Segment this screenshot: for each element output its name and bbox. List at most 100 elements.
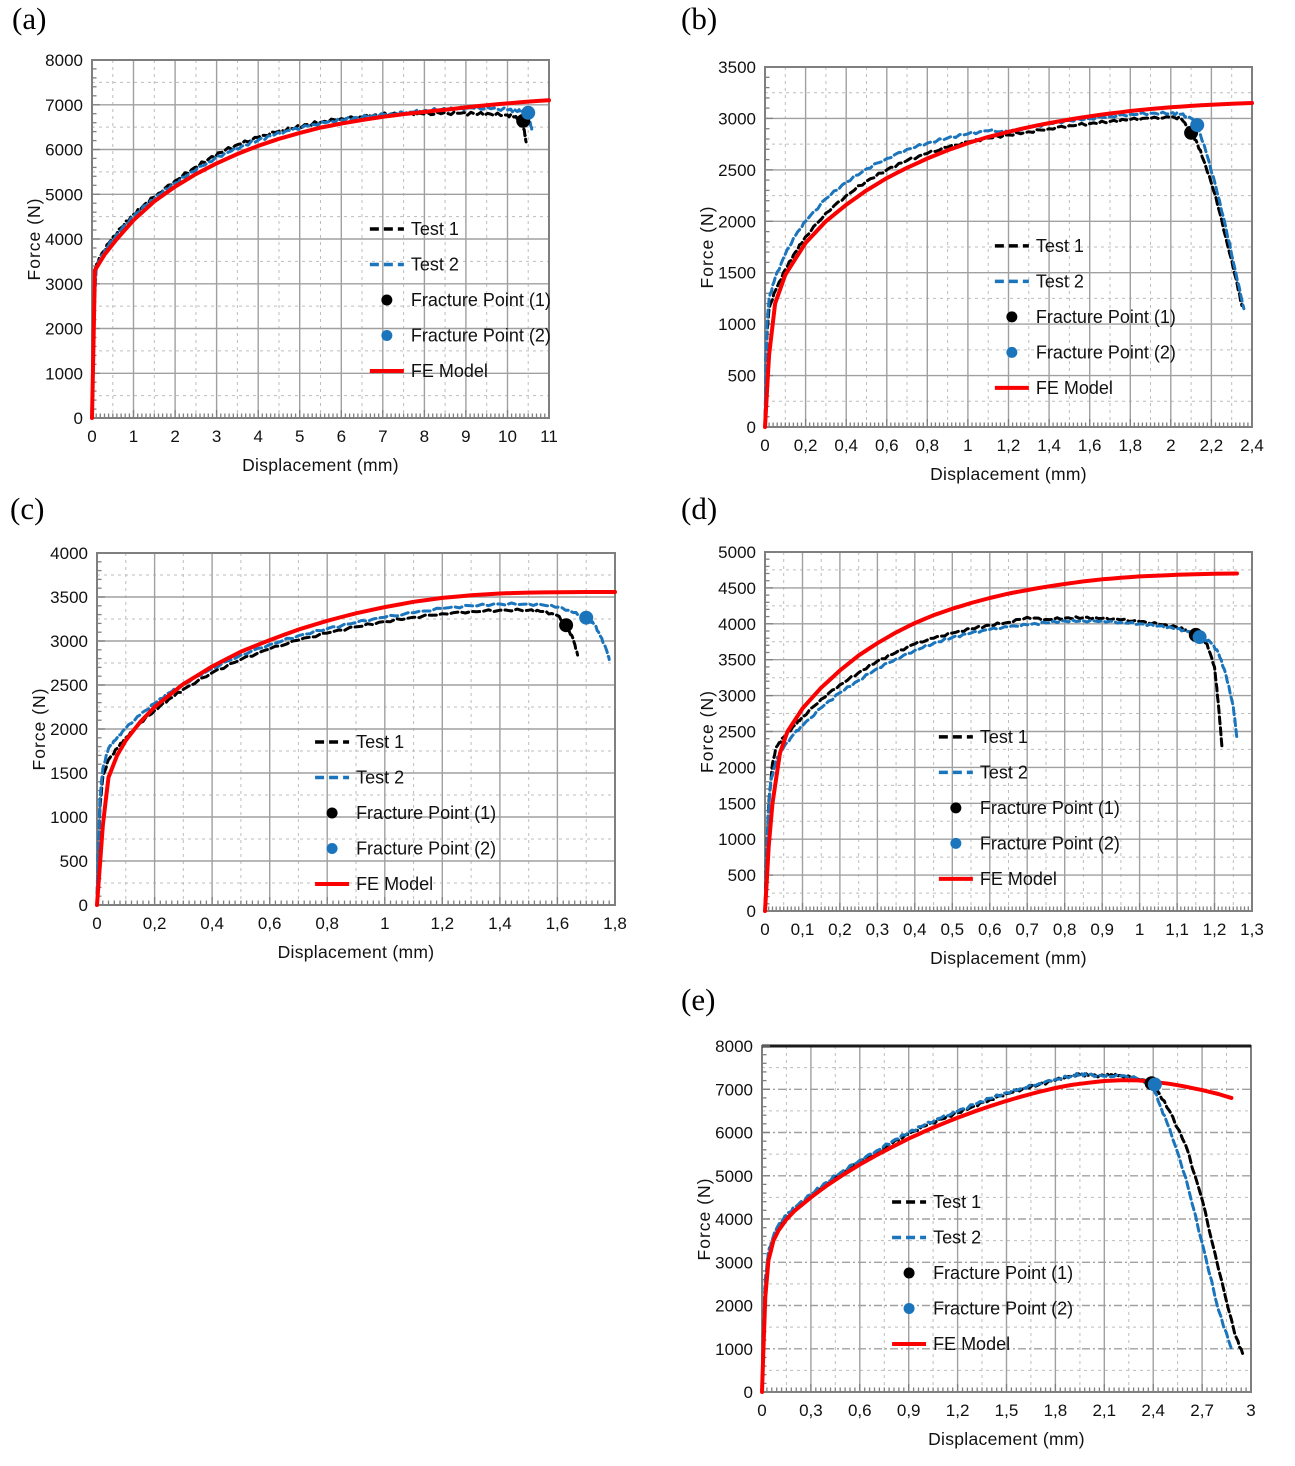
svg-text:5000: 5000: [718, 543, 756, 562]
svg-text:0,6: 0,6: [848, 1401, 872, 1420]
svg-text:1,2: 1,2: [430, 914, 454, 933]
x-tick-labels: 0 0,2 0,4 0,6 0,8 1 1,2 1,4 1,6 1,8: [92, 914, 627, 933]
svg-text:500: 500: [728, 866, 756, 885]
svg-text:4500: 4500: [718, 579, 756, 598]
legend: Test 1 Test 2 Fracture Point (1) Fracture P…: [892, 1192, 1073, 1354]
y-tick-labels: 0 500 1000 1500 2000 2500 3000 3500 4000 4500 5000: [718, 543, 756, 921]
svg-text:1,8: 1,8: [1044, 1401, 1068, 1420]
svg-text:4000: 4000: [50, 544, 88, 563]
svg-text:3500: 3500: [718, 58, 756, 77]
svg-text:0: 0: [747, 902, 756, 921]
svg-text:1000: 1000: [45, 364, 83, 383]
svg-text:0: 0: [79, 896, 88, 915]
svg-text:1: 1: [1135, 920, 1144, 939]
legend-swatch-circle: [381, 329, 393, 341]
tick-marks: [764, 66, 1253, 428]
chart-c: 0 0,2 0,4 0,6 0,8 1 1,2 1,4 1,6 1,8 0 500 1000 1500 20…: [29, 544, 627, 962]
svg-text:5000: 5000: [45, 185, 83, 204]
legend-label: FE Model: [411, 361, 488, 381]
grid-minor: [92, 60, 549, 418]
svg-text:1,4: 1,4: [488, 914, 512, 933]
y-axis-title: Force (N): [29, 688, 49, 771]
svg-text:2,4: 2,4: [1141, 1401, 1165, 1420]
legend-label: Fracture Point (2): [1036, 342, 1176, 362]
legend: Test 1 Test 2 Fracture Point (1) Fracture P…: [315, 732, 496, 894]
svg-text:2,1: 2,1: [1092, 1401, 1116, 1420]
legend-swatch-circle: [1006, 311, 1018, 323]
x-tick-labels: 0 0,1 0,2 0,3 0,4 0,5 0,6 0,7 0,8 0,9 1 1,1 1,2 1,3: [760, 920, 1264, 939]
svg-text:0,8: 0,8: [315, 914, 339, 933]
svg-text:0,3: 0,3: [866, 920, 890, 939]
legend-label: Test 1: [411, 219, 459, 239]
y-axis-title: Force (N): [694, 1178, 714, 1261]
svg-text:2000: 2000: [718, 758, 756, 777]
legend-swatch-circle: [326, 807, 338, 819]
svg-text:0,9: 0,9: [1090, 920, 1114, 939]
series-test1: [90, 110, 528, 420]
legend: Test 1 Test 2 Fracture Point (1) Fracture P…: [369, 219, 551, 381]
svg-text:0,6: 0,6: [875, 436, 899, 455]
grid-major: [92, 60, 549, 418]
svg-text:1: 1: [963, 436, 972, 455]
legend-label: Fracture Point (1): [356, 803, 496, 823]
legend-label: Test 1: [980, 727, 1028, 747]
x-tick-labels: 0 1 2 3 4 5 6 7 8 9 10 11: [87, 427, 558, 446]
legend-label: Fracture Point (1): [411, 290, 551, 310]
panel-e-label: (e): [681, 982, 716, 1017]
svg-text:0,3: 0,3: [799, 1401, 823, 1420]
svg-text:5000: 5000: [715, 1167, 753, 1186]
svg-text:1500: 1500: [50, 764, 88, 783]
series-test1: [95, 607, 580, 907]
series-fe_model: [763, 571, 1239, 913]
svg-text:4: 4: [253, 427, 262, 446]
svg-text:0: 0: [87, 427, 96, 446]
svg-text:500: 500: [60, 852, 88, 871]
legend-label: Fracture Point (2): [933, 1299, 1073, 1319]
legend-label: Fracture Point (2): [980, 833, 1120, 853]
legend-label: Fracture Point (1): [1036, 307, 1176, 327]
legend-swatch-circle: [950, 837, 962, 849]
y-tick-labels: 0 500 1000 1500 2000 2500 3000 3500: [718, 58, 756, 437]
legend-swatch-circle: [381, 294, 393, 306]
svg-text:3000: 3000: [45, 275, 83, 294]
svg-text:0: 0: [760, 436, 769, 455]
svg-text:8000: 8000: [45, 51, 83, 70]
svg-text:0: 0: [74, 409, 83, 428]
svg-text:3000: 3000: [50, 632, 88, 651]
svg-text:0,2: 0,2: [794, 436, 818, 455]
panel-c-label: (c): [10, 491, 45, 526]
svg-text:1,6: 1,6: [546, 914, 570, 933]
svg-text:0,7: 0,7: [1015, 920, 1039, 939]
legend-label: FE Model: [356, 874, 433, 894]
panel-a: 0 1 2 3 4 5 6 7 8 9 10 11 0 1000 2000 3000 4000 5000 6000 7…: [0, 0, 648, 490]
legend-label: Fracture Point (1): [933, 1263, 1073, 1283]
svg-text:0,4: 0,4: [903, 920, 927, 939]
legend-label: Test 1: [933, 1192, 981, 1212]
legend-label: Test 1: [356, 732, 404, 752]
tick-marks: [764, 551, 1253, 912]
fracture-point-marker: [1190, 118, 1205, 133]
legend-label: Test 2: [356, 768, 404, 788]
svg-text:0,8: 0,8: [1053, 920, 1077, 939]
grid-major: [97, 553, 615, 905]
svg-text:6000: 6000: [45, 141, 83, 160]
x-axis-title: Displacement (mm): [242, 455, 399, 475]
svg-text:0: 0: [760, 920, 769, 939]
svg-text:2,4: 2,4: [1240, 436, 1264, 455]
svg-text:2,2: 2,2: [1200, 436, 1224, 455]
svg-text:5: 5: [295, 427, 304, 446]
svg-text:1,8: 1,8: [1118, 436, 1142, 455]
svg-text:7000: 7000: [45, 96, 83, 115]
y-axis-title: Force (N): [697, 206, 717, 289]
grid-major: [762, 1046, 1251, 1392]
legend-label: Test 1: [1036, 236, 1084, 256]
svg-text:3000: 3000: [715, 1253, 753, 1272]
svg-text:1,2: 1,2: [997, 436, 1021, 455]
svg-text:1,8: 1,8: [603, 914, 627, 933]
chart-d: 0 0,1 0,2 0,3 0,4 0,5 0,6 0,7 0,8 0,9 1 1,1 1,2 1,3 0 5…: [697, 543, 1264, 968]
legend-swatch-circle: [903, 1303, 915, 1315]
svg-text:1000: 1000: [718, 315, 756, 334]
legend-label: Fracture Point (2): [356, 839, 496, 859]
svg-text:2500: 2500: [50, 676, 88, 695]
y-axis-title: Force (N): [24, 198, 44, 281]
